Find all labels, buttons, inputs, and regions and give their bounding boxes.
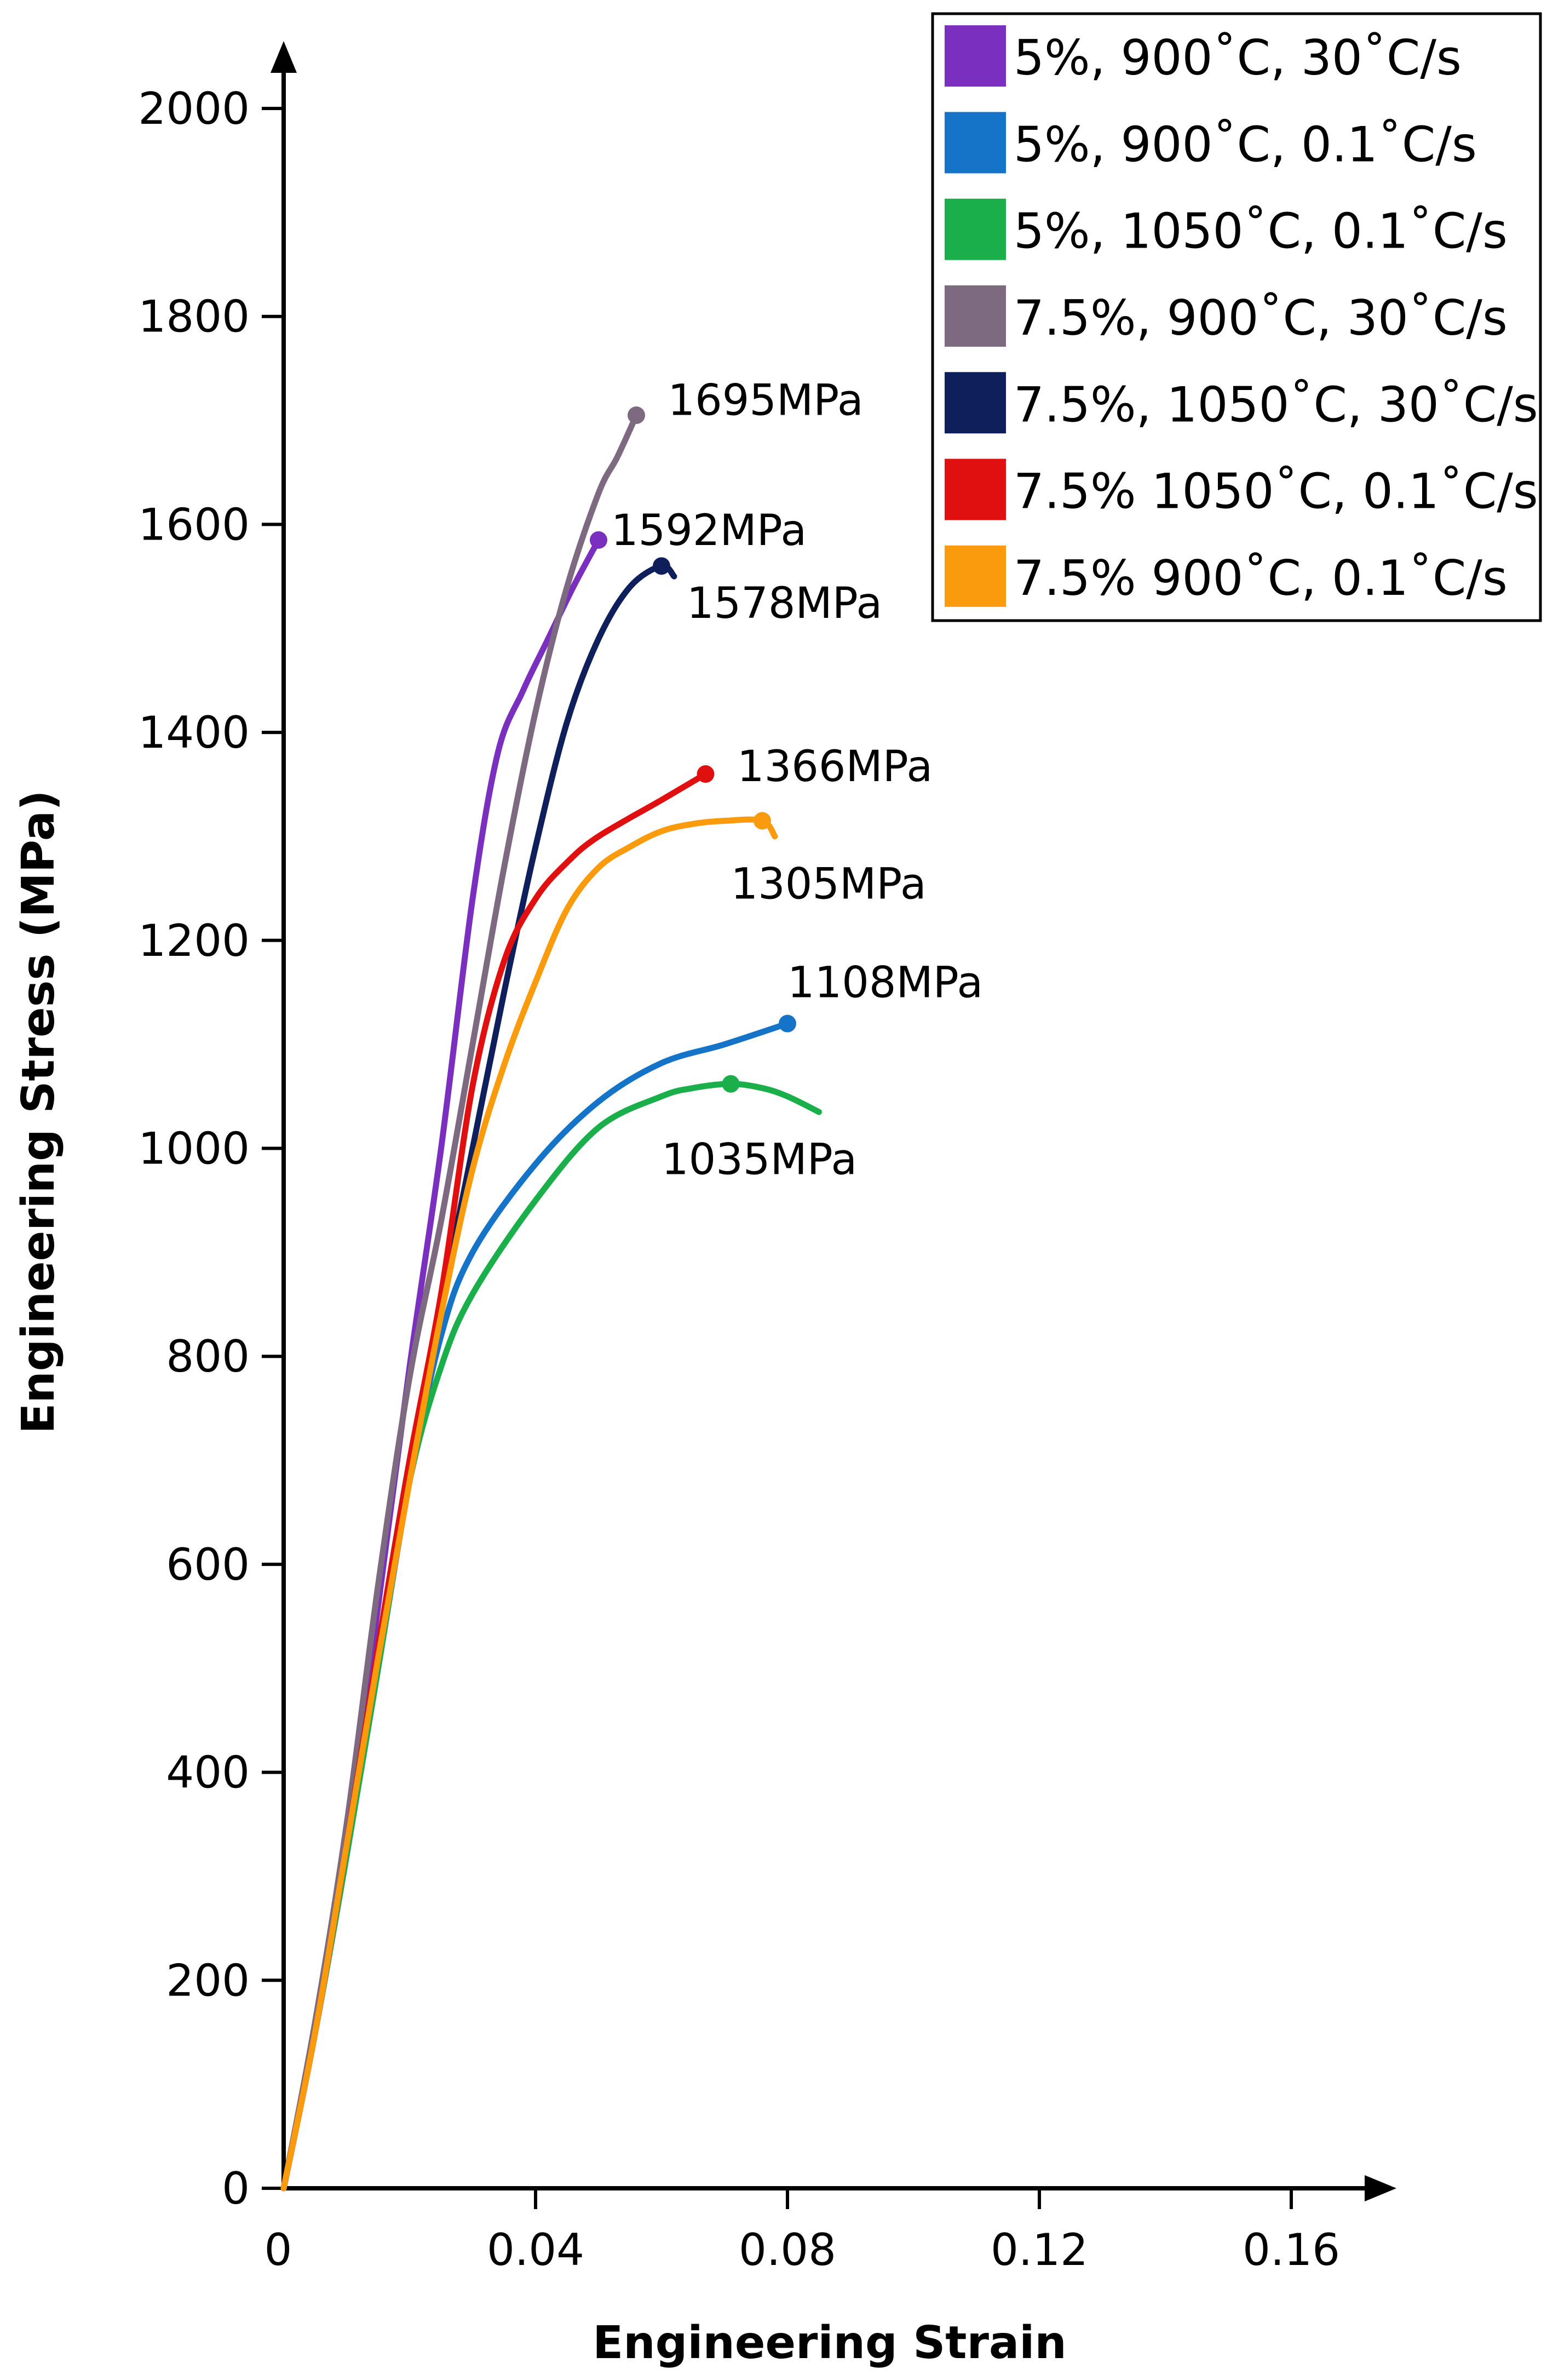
legend-swatch-7 [945, 545, 1006, 607]
x-tick-label: 0.04 [487, 2224, 584, 2275]
legend-swatch-3 [945, 198, 1006, 260]
y-tick-label: 600 [166, 1539, 250, 1590]
legend-entry-3: 5%, 1050˚C, 0.1˚C/s [1014, 203, 1508, 260]
legend-swatch-5 [945, 372, 1006, 434]
series-end-marker-7 [754, 812, 771, 830]
peak-stress-label-6: 1108MPa [787, 959, 983, 1008]
legend-entry-1: 5%, 900˚C, 30˚C/s [1014, 30, 1462, 86]
series-lines [280, 406, 822, 2192]
series-line-5 [280, 563, 677, 2192]
peak-stress-label-7: 1035MPa [662, 1135, 857, 1184]
legend-swatch-2 [945, 112, 1006, 174]
y-tick-label: 1400 [138, 707, 250, 758]
y-tick-label: 200 [166, 1955, 250, 2006]
legend-swatch-1 [945, 25, 1006, 87]
peak-stress-label-1: 1695MPa [668, 376, 864, 426]
legend-box [931, 12, 1542, 622]
legend-entry-2: 5%, 900˚C, 0.1˚C/s [1014, 116, 1477, 173]
series-end-marker-3 [722, 1075, 740, 1093]
axes: 0 200 400 600 800 1000 1200 1400 1600 1800 2000 0 0.… [13, 41, 1396, 2369]
legend: 5%, 900˚C, 30˚C/s 5%, 900˚C, 0.1˚C/s 5%, 1… [931, 12, 1542, 622]
y-tick-label: 1600 [138, 499, 250, 550]
x-tick-label: 0.12 [991, 2224, 1088, 2275]
legend-entry-5: 7.5%, 1050˚C, 30˚C/s [1014, 376, 1538, 433]
legend-entry-6: 7.5% 1050˚C, 0.1˚C/s [1014, 463, 1538, 520]
peak-stress-label-5: 1305MPa [731, 859, 927, 909]
series-end-marker-4 [628, 406, 645, 425]
x-axis-arrow [1365, 2175, 1396, 2201]
peak-stress-label-3: 1578MPa [687, 579, 882, 628]
peak-stress-label-2: 1592MPa [611, 506, 807, 555]
series-end-marker-1 [590, 531, 607, 549]
series-line-7 [280, 816, 778, 2192]
series-line-6 [280, 771, 709, 2192]
series-line-3 [280, 1081, 822, 2192]
series-end-marker-5 [653, 557, 670, 575]
peak-stress-label-4: 1366MPa [737, 742, 933, 792]
legend-entry-7: 7.5% 900˚C, 0.1˚C/s [1014, 550, 1508, 606]
x-axis-title: Engineering Strain [593, 2317, 1066, 2369]
y-tick-label: 400 [166, 1747, 250, 1798]
series-end-marker-2 [779, 1014, 796, 1033]
series-end-marker-6 [697, 765, 715, 783]
y-tick-label: 800 [166, 1331, 250, 1382]
legend-swatch-4 [945, 285, 1006, 347]
x-tick-label: 0 [264, 2224, 292, 2275]
y-tick-label: 1800 [138, 291, 250, 342]
y-axis-title: Engineering Stress (MPa) [13, 790, 65, 1433]
y-tick-label: 1200 [138, 915, 250, 966]
annotations: 1695MPa 1592MPa 1578MPa 1366MPa 1305MPa 1108M… [611, 376, 983, 1185]
y-tick-label: 0 [222, 2163, 250, 2214]
y-tick-label: 1000 [138, 1123, 250, 1174]
x-tick-label: 0.08 [739, 2224, 836, 2275]
legend-swatch-6 [945, 458, 1006, 520]
y-axis-arrow [271, 41, 297, 73]
x-tick-label: 0.16 [1243, 2224, 1340, 2275]
y-tick-label: 2000 [138, 83, 250, 134]
legend-entry-4: 7.5%, 900˚C, 30˚C/s [1014, 290, 1508, 346]
